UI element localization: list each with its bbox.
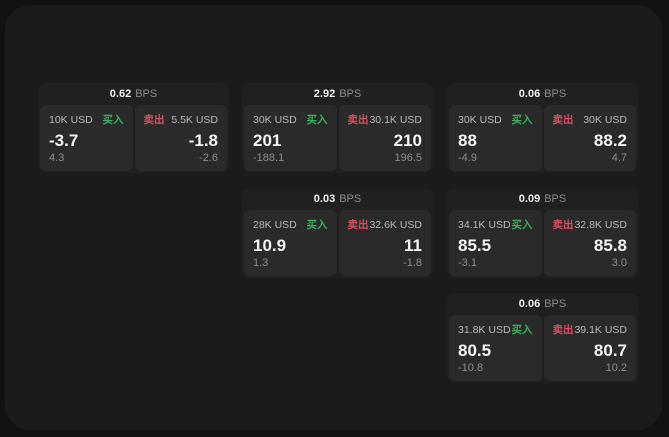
buy-amount: 31.8K USD	[458, 324, 511, 336]
spread-value: 0.03	[313, 193, 336, 205]
spread-value: 0.62	[109, 88, 132, 100]
app-window: 0.62 BPS 10K USD 买入 -3.7 4.3 卖出 5.5K USD …	[5, 5, 662, 430]
sell-panel[interactable]: 卖出 30K USD 88.2 4.7	[543, 105, 636, 171]
spread-value: 0.09	[518, 193, 541, 205]
bps-unit-label: BPS	[339, 193, 362, 205]
spread-value: 0.06	[518, 88, 541, 100]
spread-header: 0.06 BPS	[447, 83, 638, 105]
spread-header: 0.06 BPS	[447, 293, 638, 315]
quote-card: 0.62 BPS 10K USD 买入 -3.7 4.3 卖出 5.5K USD …	[38, 83, 229, 173]
sell-delta: 196.5	[394, 152, 422, 164]
sell-amount: 32.6K USD	[369, 219, 422, 231]
sell-panel[interactable]: 卖出 39.1K USD 80.7 10.2	[543, 315, 636, 381]
sell-delta: 10.2	[605, 362, 627, 374]
sell-delta: 3.0	[611, 257, 627, 269]
sell-price: 80.7	[593, 341, 627, 360]
spread-header: 0.09 BPS	[447, 188, 638, 210]
sell-panel[interactable]: 卖出 32.6K USD 11 -1.8	[338, 210, 431, 276]
sell-amount: 30.1K USD	[369, 114, 422, 126]
buy-panel[interactable]: 28K USD 买入 10.9 1.3	[244, 210, 337, 276]
quote-card: 0.03 BPS 28K USD 买入 10.9 1.3 卖出 32.6K USD…	[242, 188, 433, 278]
buy-price: 80.5	[458, 341, 492, 360]
buy-side-label: 买入	[511, 219, 533, 231]
sell-amount: 5.5K USD	[171, 114, 218, 126]
buy-delta: -188.1	[253, 152, 285, 164]
buy-price: 85.5	[458, 236, 492, 255]
buy-price: 88	[458, 131, 477, 150]
bps-unit-label: BPS	[135, 88, 158, 100]
sell-price: -1.8	[188, 131, 218, 150]
buy-amount: 28K USD	[253, 219, 297, 231]
buy-side-label: 买入	[511, 324, 533, 336]
buy-amount: 30K USD	[458, 114, 502, 126]
buy-price: 10.9	[253, 236, 287, 255]
sell-side-label: 卖出	[552, 324, 574, 336]
sell-side-label: 卖出	[552, 219, 574, 231]
sell-panel[interactable]: 卖出 5.5K USD -1.8 -2.6	[134, 105, 227, 171]
sell-panel[interactable]: 卖出 32.8K USD 85.8 3.0	[543, 210, 636, 276]
buy-panel[interactable]: 34.1K USD 买入 85.5 -3.1	[449, 210, 542, 276]
buy-price: 201	[253, 131, 282, 150]
spread-header: 0.03 BPS	[242, 188, 433, 210]
sell-price: 210	[393, 131, 422, 150]
buy-amount: 34.1K USD	[458, 219, 511, 231]
sell-delta: -2.6	[199, 152, 218, 164]
buy-side-label: 买入	[511, 114, 533, 126]
sell-delta: -1.8	[403, 257, 422, 269]
sell-side-label: 卖出	[552, 114, 574, 126]
buy-amount: 30K USD	[253, 114, 297, 126]
bps-unit-label: BPS	[544, 298, 567, 310]
spread-value: 2.92	[313, 88, 336, 100]
buy-delta: -3.1	[458, 257, 477, 269]
spread-header: 2.92 BPS	[242, 83, 433, 105]
buy-panel[interactable]: 10K USD 买入 -3.7 4.3	[40, 105, 133, 171]
sell-amount: 32.8K USD	[574, 219, 627, 231]
sell-side-label: 卖出	[347, 219, 369, 231]
sell-side-label: 卖出	[347, 114, 369, 126]
buy-delta: -4.9	[458, 152, 477, 164]
buy-amount: 10K USD	[49, 114, 93, 126]
buy-side-label: 买入	[306, 219, 328, 231]
buy-side-label: 买入	[306, 114, 328, 126]
quote-card: 2.92 BPS 30K USD 买入 201 -188.1 卖出 30.1K U…	[242, 83, 433, 173]
spread-value: 0.06	[518, 298, 541, 310]
quote-card: 0.06 BPS 31.8K USD 买入 80.5 -10.8 卖出 39.1K…	[447, 293, 638, 383]
sell-price: 88.2	[593, 131, 627, 150]
quote-card: 0.09 BPS 34.1K USD 买入 85.5 -3.1 卖出 32.8K …	[447, 188, 638, 278]
buy-delta: 1.3	[253, 257, 269, 269]
sell-price: 85.8	[593, 236, 627, 255]
bps-unit-label: BPS	[544, 193, 567, 205]
spread-header: 0.62 BPS	[38, 83, 229, 105]
sell-side-label: 卖出	[143, 114, 165, 126]
buy-side-label: 买入	[102, 114, 124, 126]
buy-delta: 4.3	[49, 152, 65, 164]
bps-unit-label: BPS	[339, 88, 362, 100]
buy-panel[interactable]: 30K USD 买入 201 -188.1	[244, 105, 337, 171]
buy-price: -3.7	[49, 131, 79, 150]
buy-panel[interactable]: 30K USD 买入 88 -4.9	[449, 105, 542, 171]
buy-panel[interactable]: 31.8K USD 买入 80.5 -10.8	[449, 315, 542, 381]
sell-amount: 30K USD	[583, 114, 627, 126]
quote-card: 0.06 BPS 30K USD 买入 88 -4.9 卖出 30K USD 88…	[447, 83, 638, 173]
sell-panel[interactable]: 卖出 30.1K USD 210 196.5	[338, 105, 431, 171]
sell-price: 11	[404, 236, 422, 255]
bps-unit-label: BPS	[544, 88, 567, 100]
sell-delta: 4.7	[611, 152, 627, 164]
sell-amount: 39.1K USD	[574, 324, 627, 336]
buy-delta: -10.8	[458, 362, 484, 374]
